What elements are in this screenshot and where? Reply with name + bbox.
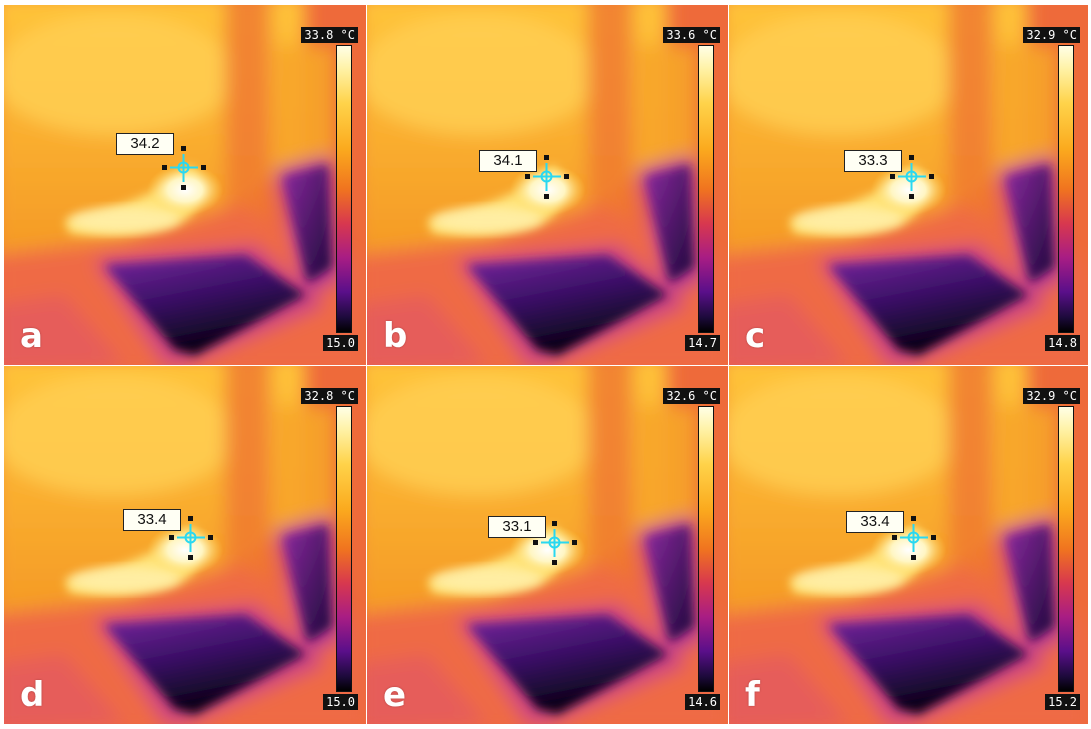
spot-meter-crosshair-icon xyxy=(525,155,569,199)
temperature-scale-max: 33.8 °C xyxy=(301,27,358,43)
thermal-panel-a: 33.8 °C 15.0 34.2 a xyxy=(4,5,367,366)
temperature-scale-min: 15.0 xyxy=(323,335,358,351)
panel-letter: e xyxy=(383,675,407,715)
panel-letter: c xyxy=(745,316,766,356)
temperature-scale-max: 32.6 °C xyxy=(663,388,720,404)
thermal-photo xyxy=(4,366,366,724)
panel-letter: f xyxy=(745,675,760,715)
temperature-color-scale-bar xyxy=(1058,406,1074,692)
thermal-panel-f: 32.9 °C 15.2 33.4 f xyxy=(729,366,1089,725)
temperature-scale-max: 32.9 °C xyxy=(1023,388,1080,404)
panel-letter: a xyxy=(20,316,43,356)
spot-temperature-label: 33.4 xyxy=(123,509,181,531)
thermal-panel-d: 32.8 °C 15.0 33.4 d xyxy=(4,366,367,725)
thermal-panel-b: 33.6 °C 14.7 34.1 b xyxy=(367,5,729,366)
spot-meter-crosshair-icon xyxy=(892,516,936,560)
temperature-scale-min: 15.2 xyxy=(1045,694,1080,710)
temperature-scale-min: 14.6 xyxy=(685,694,720,710)
spot-temperature-label: 33.4 xyxy=(846,511,904,533)
spot-temperature-label: 33.1 xyxy=(488,516,546,538)
temperature-color-scale-bar xyxy=(698,45,714,333)
spot-temperature-label: 33.3 xyxy=(844,150,902,172)
spot-meter-crosshair-icon xyxy=(533,521,577,565)
thermal-panel-e: 32.6 °C 14.6 33.1 e xyxy=(367,366,729,725)
temperature-scale-min: 14.7 xyxy=(685,335,720,351)
temperature-scale-max: 32.8 °C xyxy=(301,388,358,404)
temperature-color-scale-bar xyxy=(336,45,352,333)
temperature-scale-min: 14.8 xyxy=(1045,335,1080,351)
spot-meter-crosshair-icon xyxy=(169,516,213,560)
thermal-panel-c: 32.9 °C 14.8 33.3 c xyxy=(729,5,1089,366)
temperature-scale-max: 32.9 °C xyxy=(1023,27,1080,43)
temperature-scale-min: 15.0 xyxy=(323,694,358,710)
thermal-photo xyxy=(367,5,728,365)
temperature-color-scale-bar xyxy=(336,406,352,692)
thermal-photo xyxy=(729,5,1088,365)
temperature-color-scale-bar xyxy=(698,406,714,692)
spot-meter-crosshair-icon xyxy=(162,146,206,190)
panel-letter: d xyxy=(20,675,45,715)
temperature-scale-max: 33.6 °C xyxy=(663,27,720,43)
temperature-color-scale-bar xyxy=(1058,45,1074,333)
thermal-photo xyxy=(367,366,728,724)
thermal-photo xyxy=(4,5,366,365)
thermal-photo xyxy=(729,366,1088,724)
spot-temperature-label: 34.1 xyxy=(479,150,537,172)
spot-temperature-label: 34.2 xyxy=(116,133,174,155)
thermal-image-grid: 33.8 °C 15.0 34.2 a xyxy=(4,5,1089,725)
spot-meter-crosshair-icon xyxy=(890,155,934,199)
panel-letter: b xyxy=(383,316,408,356)
